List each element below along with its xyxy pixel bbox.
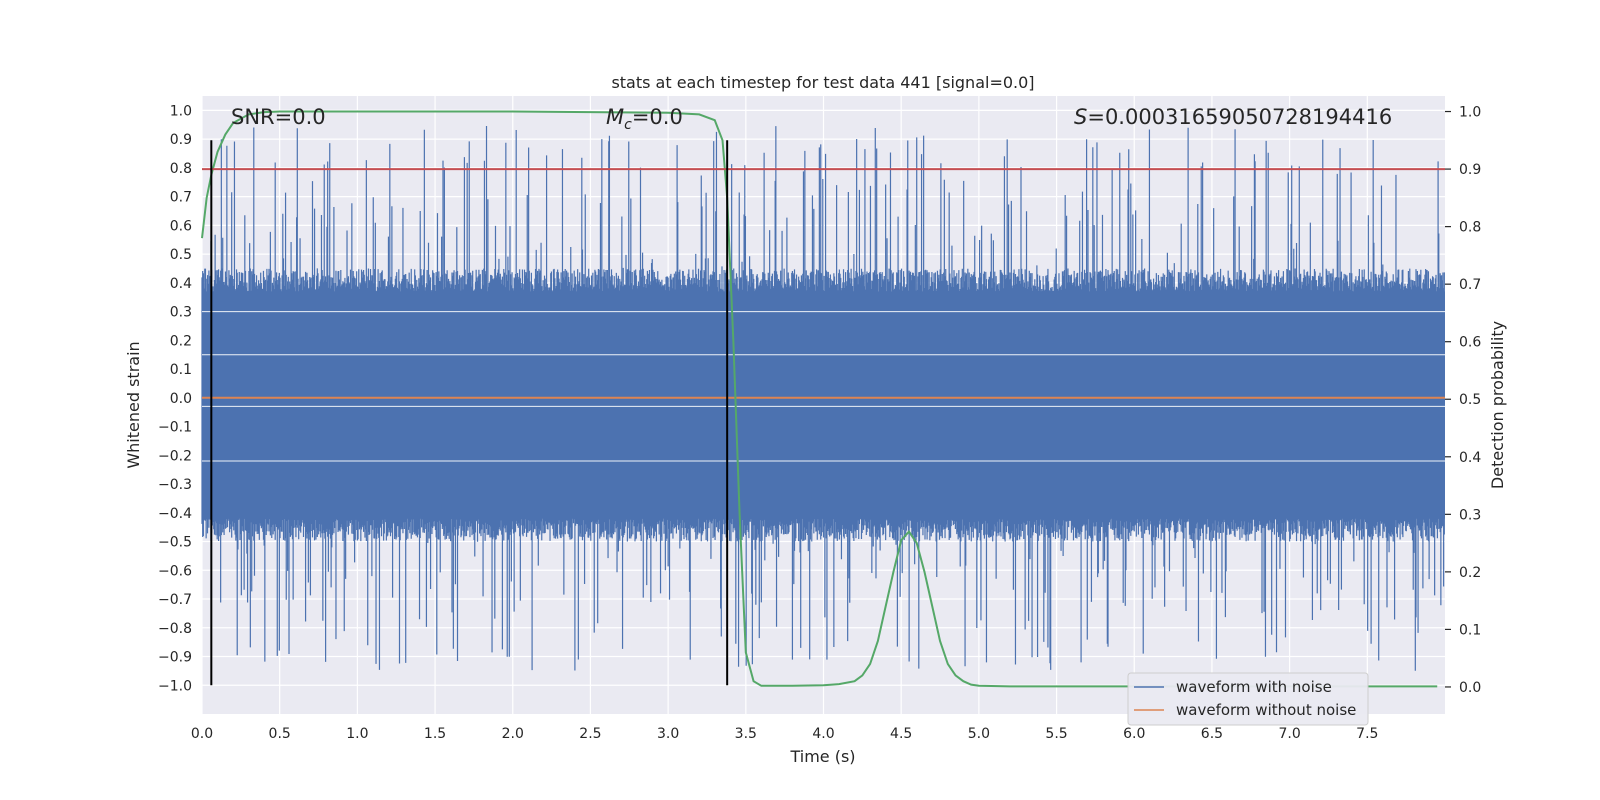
y-tick-label-left: 0.6 (170, 218, 192, 234)
y-tick-label-right: 0.8 (1459, 220, 1481, 236)
y-tick-label-right: 0.7 (1459, 277, 1481, 293)
x-tick-label: 2.0 (502, 726, 524, 742)
x-tick-label: 7.5 (1356, 726, 1378, 742)
y-tick-label-left: 1.0 (170, 103, 192, 119)
y-tick-label-right: 0.3 (1459, 507, 1481, 523)
s-statistic-symbol: S (1074, 105, 1087, 129)
y-axis-left-label: Whitened strain (124, 341, 143, 468)
x-tick-label: 6.0 (1123, 726, 1145, 742)
x-axis-ticks: 0.0 0.5 1.0 1.5 2.0 2.5 3.0 3.5 4.0 4.5 5.0 5.5 6.0 6… (191, 726, 1379, 742)
y-tick-label-left: 0.1 (170, 362, 192, 378)
waveform-with-noise-band (202, 291, 1445, 519)
x-tick-label: 5.5 (1045, 726, 1067, 742)
x-tick-label: 0.0 (191, 726, 213, 742)
x-tick-label: 5.0 (968, 726, 990, 742)
x-tick-label: 3.0 (657, 726, 679, 742)
series-detection-probability (201, 110, 1438, 688)
waveform-with-noise-series (201, 126, 1445, 671)
y-tick-label-right: 0.5 (1459, 392, 1481, 408)
y-tick-label-left: 0.9 (170, 132, 192, 148)
chirp-mass-symbol: M (606, 105, 624, 129)
chart-title: stats at each timestep for test data 441… (611, 73, 1034, 92)
y-tick-label-left: 0.2 (170, 333, 192, 349)
y-tick-label-left: −0.1 (158, 420, 192, 436)
y-tick-label-right: 0.1 (1459, 622, 1481, 638)
series-lines (201, 110, 1445, 688)
y-axis-right-ticks: 1.0 0.9 0.8 0.7 0.6 0.5 0.4 0.3 0.2 0.1 0.0 (1445, 105, 1481, 696)
y-axis-left-ticks: 1.0 0.9 0.8 0.7 0.6 0.5 0.4 0.3 0.2 0.1 0.0 −0.1 −0.… (158, 103, 192, 694)
y-tick-label-left: −0.9 (158, 650, 192, 666)
s-statistic-annotation: S=0.00031659050728194416 (1074, 105, 1392, 129)
s-statistic-value: =0.00031659050728194416 (1087, 105, 1392, 129)
y-tick-label-left: 0.7 (170, 190, 192, 206)
y-tick-label-left: −0.5 (158, 535, 192, 551)
legend-label-waveform-without-noise: waveform without noise (1176, 701, 1356, 719)
y-tick-label-left: 0.4 (170, 276, 192, 292)
x-tick-label: 7.0 (1278, 726, 1300, 742)
legend-label-waveform-with-noise: waveform with noise (1176, 678, 1332, 696)
snr-annotation: SNR=0.0 (231, 105, 326, 129)
legend: waveform with noise waveform without noi… (1127, 672, 1369, 726)
y-tick-label-left: 0.0 (170, 391, 192, 407)
y-tick-label-left: −0.3 (158, 477, 192, 493)
x-tick-label: 0.5 (269, 726, 291, 742)
x-tick-label: 4.5 (890, 726, 912, 742)
y-tick-label-left: −0.7 (158, 592, 192, 608)
y-tick-label-left: 0.8 (170, 161, 192, 177)
x-tick-label: 1.5 (424, 726, 446, 742)
y-tick-label-right: 0.2 (1459, 565, 1481, 581)
y-tick-label-right: 0.0 (1459, 680, 1481, 696)
chirp-mass-value: =0.0 (632, 105, 683, 129)
vertical-markers (210, 140, 729, 686)
y-tick-label-right: 1.0 (1459, 105, 1481, 121)
y-tick-label-right: 0.4 (1459, 450, 1481, 466)
x-tick-label: 6.5 (1201, 726, 1223, 742)
y-axis-right-label: Detection probability (1488, 321, 1507, 489)
x-tick-label: 2.5 (579, 726, 601, 742)
chirp-mass-annotation: Mc=0.0 (606, 105, 683, 133)
chirp-mass-subscript: c (624, 117, 632, 133)
x-tick-label: 1.0 (346, 726, 368, 742)
x-tick-label: 3.5 (735, 726, 757, 742)
y-tick-label-left: 0.5 (170, 247, 192, 263)
y-tick-label-left: 0.3 (170, 305, 192, 321)
y-tick-label-left: −0.2 (158, 448, 192, 464)
y-tick-label-left: −0.8 (158, 621, 192, 637)
x-axis-label: Time (s) (789, 747, 855, 766)
y-tick-label-left: −0.4 (158, 506, 192, 522)
x-tick-label: 4.0 (812, 726, 834, 742)
y-tick-label-right: 0.9 (1459, 162, 1481, 178)
y-tick-label-left: −0.6 (158, 563, 192, 579)
y-tick-label-right: 0.6 (1459, 335, 1481, 351)
legend-box (1127, 672, 1369, 726)
y-tick-label-left: −1.0 (158, 678, 192, 694)
